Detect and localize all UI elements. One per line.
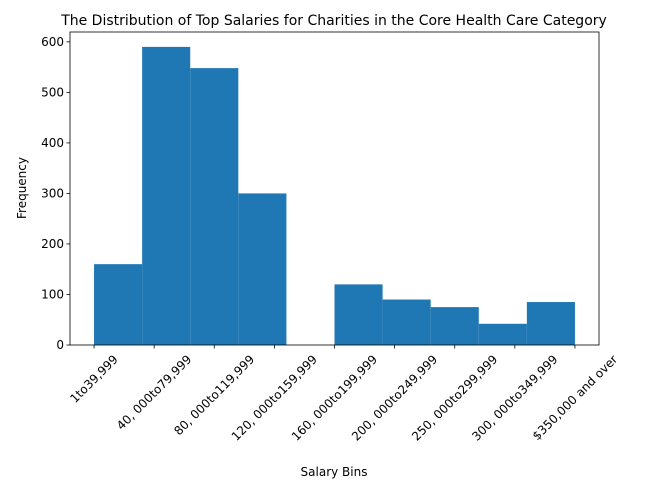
y-tick-label: 100 <box>41 287 64 301</box>
y-tick-label: 0 <box>56 338 64 352</box>
chart-title: The Distribution of Top Salaries for Cha… <box>60 13 607 29</box>
y-tick-label: 400 <box>41 136 64 150</box>
bar <box>478 323 527 345</box>
y-axis-label: Frequency <box>15 157 29 219</box>
bar <box>382 299 431 345</box>
bar <box>190 68 239 346</box>
bar <box>430 307 479 345</box>
y-tick-label: 200 <box>41 237 64 251</box>
bar <box>238 193 287 345</box>
bar <box>334 284 383 345</box>
bar <box>526 302 575 345</box>
y-tick-label: 600 <box>41 35 64 49</box>
y-tick-label: 300 <box>41 186 64 200</box>
bar <box>94 264 143 345</box>
y-tick-label: 500 <box>41 85 64 99</box>
bar <box>142 46 191 346</box>
x-axis-label: Salary Bins <box>301 465 368 479</box>
x-tick-label: 1to39,999 <box>67 352 121 406</box>
